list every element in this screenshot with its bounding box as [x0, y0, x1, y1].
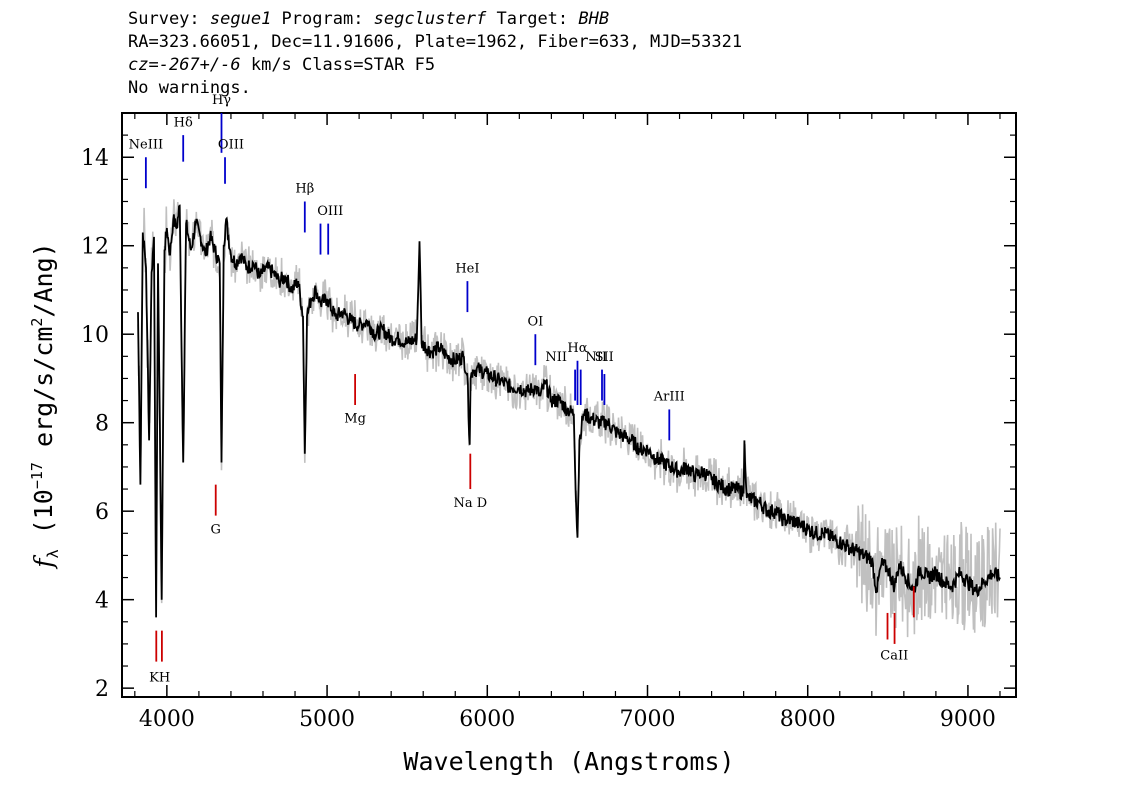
spectrum-header: Survey: segue1 Program: segclusterf Targ…	[128, 8, 742, 100]
spectral-line-label: Hγ	[212, 93, 231, 108]
header-redshift-line: cz=-267+/-6 km/s Class=STAR F5	[128, 54, 742, 77]
spectral-line-label: CaII	[880, 648, 908, 663]
y-label-open: (10	[29, 489, 58, 549]
target-label: Target:	[486, 9, 579, 29]
target-value: BHB	[578, 9, 610, 29]
plot-frame	[121, 112, 1017, 698]
spectral-line-label: Hβ	[295, 182, 314, 197]
spectral-line-label: Na D	[453, 496, 487, 511]
spectral-line-label: OI	[527, 314, 543, 329]
x-tick-label: 7000	[620, 707, 676, 732]
spectral-line-label: Hα	[567, 341, 587, 356]
axis-tick-labels: 4000 5000 6000 7000 8000 9000 2 4 6 8 10 12 14	[81, 146, 996, 732]
y-label-close: /Ang)	[29, 242, 58, 317]
spectral-line-label: OIII	[317, 204, 343, 219]
spectral-line-label: NeIII	[129, 137, 163, 152]
y-tick-label: 2	[95, 677, 109, 702]
spectral-line-label: OIII	[218, 137, 244, 152]
x-axis-label: Wavelength (Angstroms)	[403, 747, 734, 776]
program-value: segclusterf	[373, 9, 487, 29]
spectral-line-label: KH	[149, 671, 170, 686]
spectral-line-label: Mg	[344, 412, 366, 427]
survey-value: segue1	[209, 9, 272, 29]
cz-value: -267+/-6	[158, 55, 241, 75]
spectral-line-label: NII	[545, 350, 567, 365]
class-info: km/s Class=STAR F5	[240, 55, 436, 75]
x-tick-label: 6000	[459, 707, 515, 732]
x-tick-label: 5000	[299, 707, 355, 732]
y-label-f: f	[29, 555, 58, 570]
header-survey-line: Survey: segue1 Program: segclusterf Targ…	[128, 8, 742, 31]
spectral-line-label: G	[211, 522, 221, 537]
spectral-line-label: ArIII	[653, 390, 685, 405]
y-label-exponent2: 2	[28, 318, 46, 327]
flux-series-line	[137, 204, 1001, 618]
survey-label: Survey:	[128, 9, 210, 29]
y-label-exponent: −17	[28, 462, 46, 489]
y-tick-label: 14	[81, 146, 109, 171]
header-coordinates-line: RA=323.66051, Dec=11.91606, Plate=1962, …	[128, 32, 743, 52]
spectral-line-label: Hδ	[174, 115, 193, 130]
program-label: Program:	[271, 9, 374, 29]
y-tick-label: 8	[95, 412, 109, 437]
header-warnings-line: No warnings.	[128, 78, 251, 98]
x-tick-label: 9000	[940, 707, 996, 732]
y-tick-label: 6	[95, 500, 109, 525]
y-label-units: erg/s/cm	[29, 327, 58, 462]
y-tick-label: 12	[81, 235, 109, 260]
y-axis-label: fλ (10−17 erg/s/cm2/Ang)	[28, 242, 62, 569]
axis-ticks	[122, 112, 1016, 697]
y-tick-label: 4	[95, 589, 109, 614]
flux-error-series	[137, 199, 1001, 638]
x-tick-label: 8000	[780, 707, 836, 732]
spectral-line-label: HeI	[455, 261, 479, 276]
spectral-line-label: SII	[595, 350, 614, 365]
cz-label: cz=	[128, 55, 159, 75]
x-tick-label: 4000	[139, 707, 195, 732]
y-label-lambda: λ	[44, 549, 62, 558]
y-tick-label: 10	[81, 323, 109, 348]
spectral-line-label: NII	[585, 350, 607, 365]
